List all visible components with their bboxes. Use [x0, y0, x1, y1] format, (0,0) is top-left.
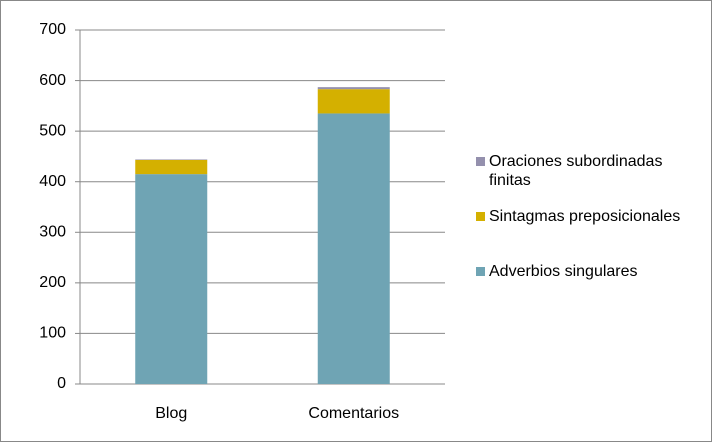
- y-tick-label: 100: [39, 325, 66, 342]
- legend-label: Adverbios singulares: [489, 263, 638, 280]
- bar-segment: [135, 159, 208, 175]
- bar-segment: [135, 159, 208, 160]
- x-tick-label: Comentarios: [308, 405, 399, 422]
- legend-swatch: [476, 157, 485, 166]
- y-tick-label: 300: [39, 224, 66, 241]
- y-tick-label: 500: [39, 122, 66, 139]
- bar-segment: [317, 87, 390, 90]
- x-tick-label: Blog: [155, 405, 187, 422]
- legend-label: Sintagmas preposicionales: [489, 208, 681, 225]
- y-tick-label: 600: [39, 72, 66, 89]
- y-tick-label: 200: [39, 274, 66, 291]
- y-tick-label: 400: [39, 173, 66, 190]
- bar-segment: [135, 174, 208, 384]
- bar-segment: [317, 89, 390, 114]
- legend-item: Sintagmas preposicionales: [476, 207, 708, 226]
- legend-swatch: [476, 267, 485, 276]
- legend-item: Adverbios singulares: [476, 262, 708, 281]
- legend-swatch: [476, 212, 485, 221]
- bar-segment: [317, 113, 390, 384]
- legend-label: Oraciones subordinadas finitas: [489, 153, 663, 189]
- legend-item: Oraciones subordinadas finitas: [476, 152, 708, 190]
- y-tick-label: 700: [39, 21, 66, 38]
- y-tick-label: 0: [57, 375, 66, 392]
